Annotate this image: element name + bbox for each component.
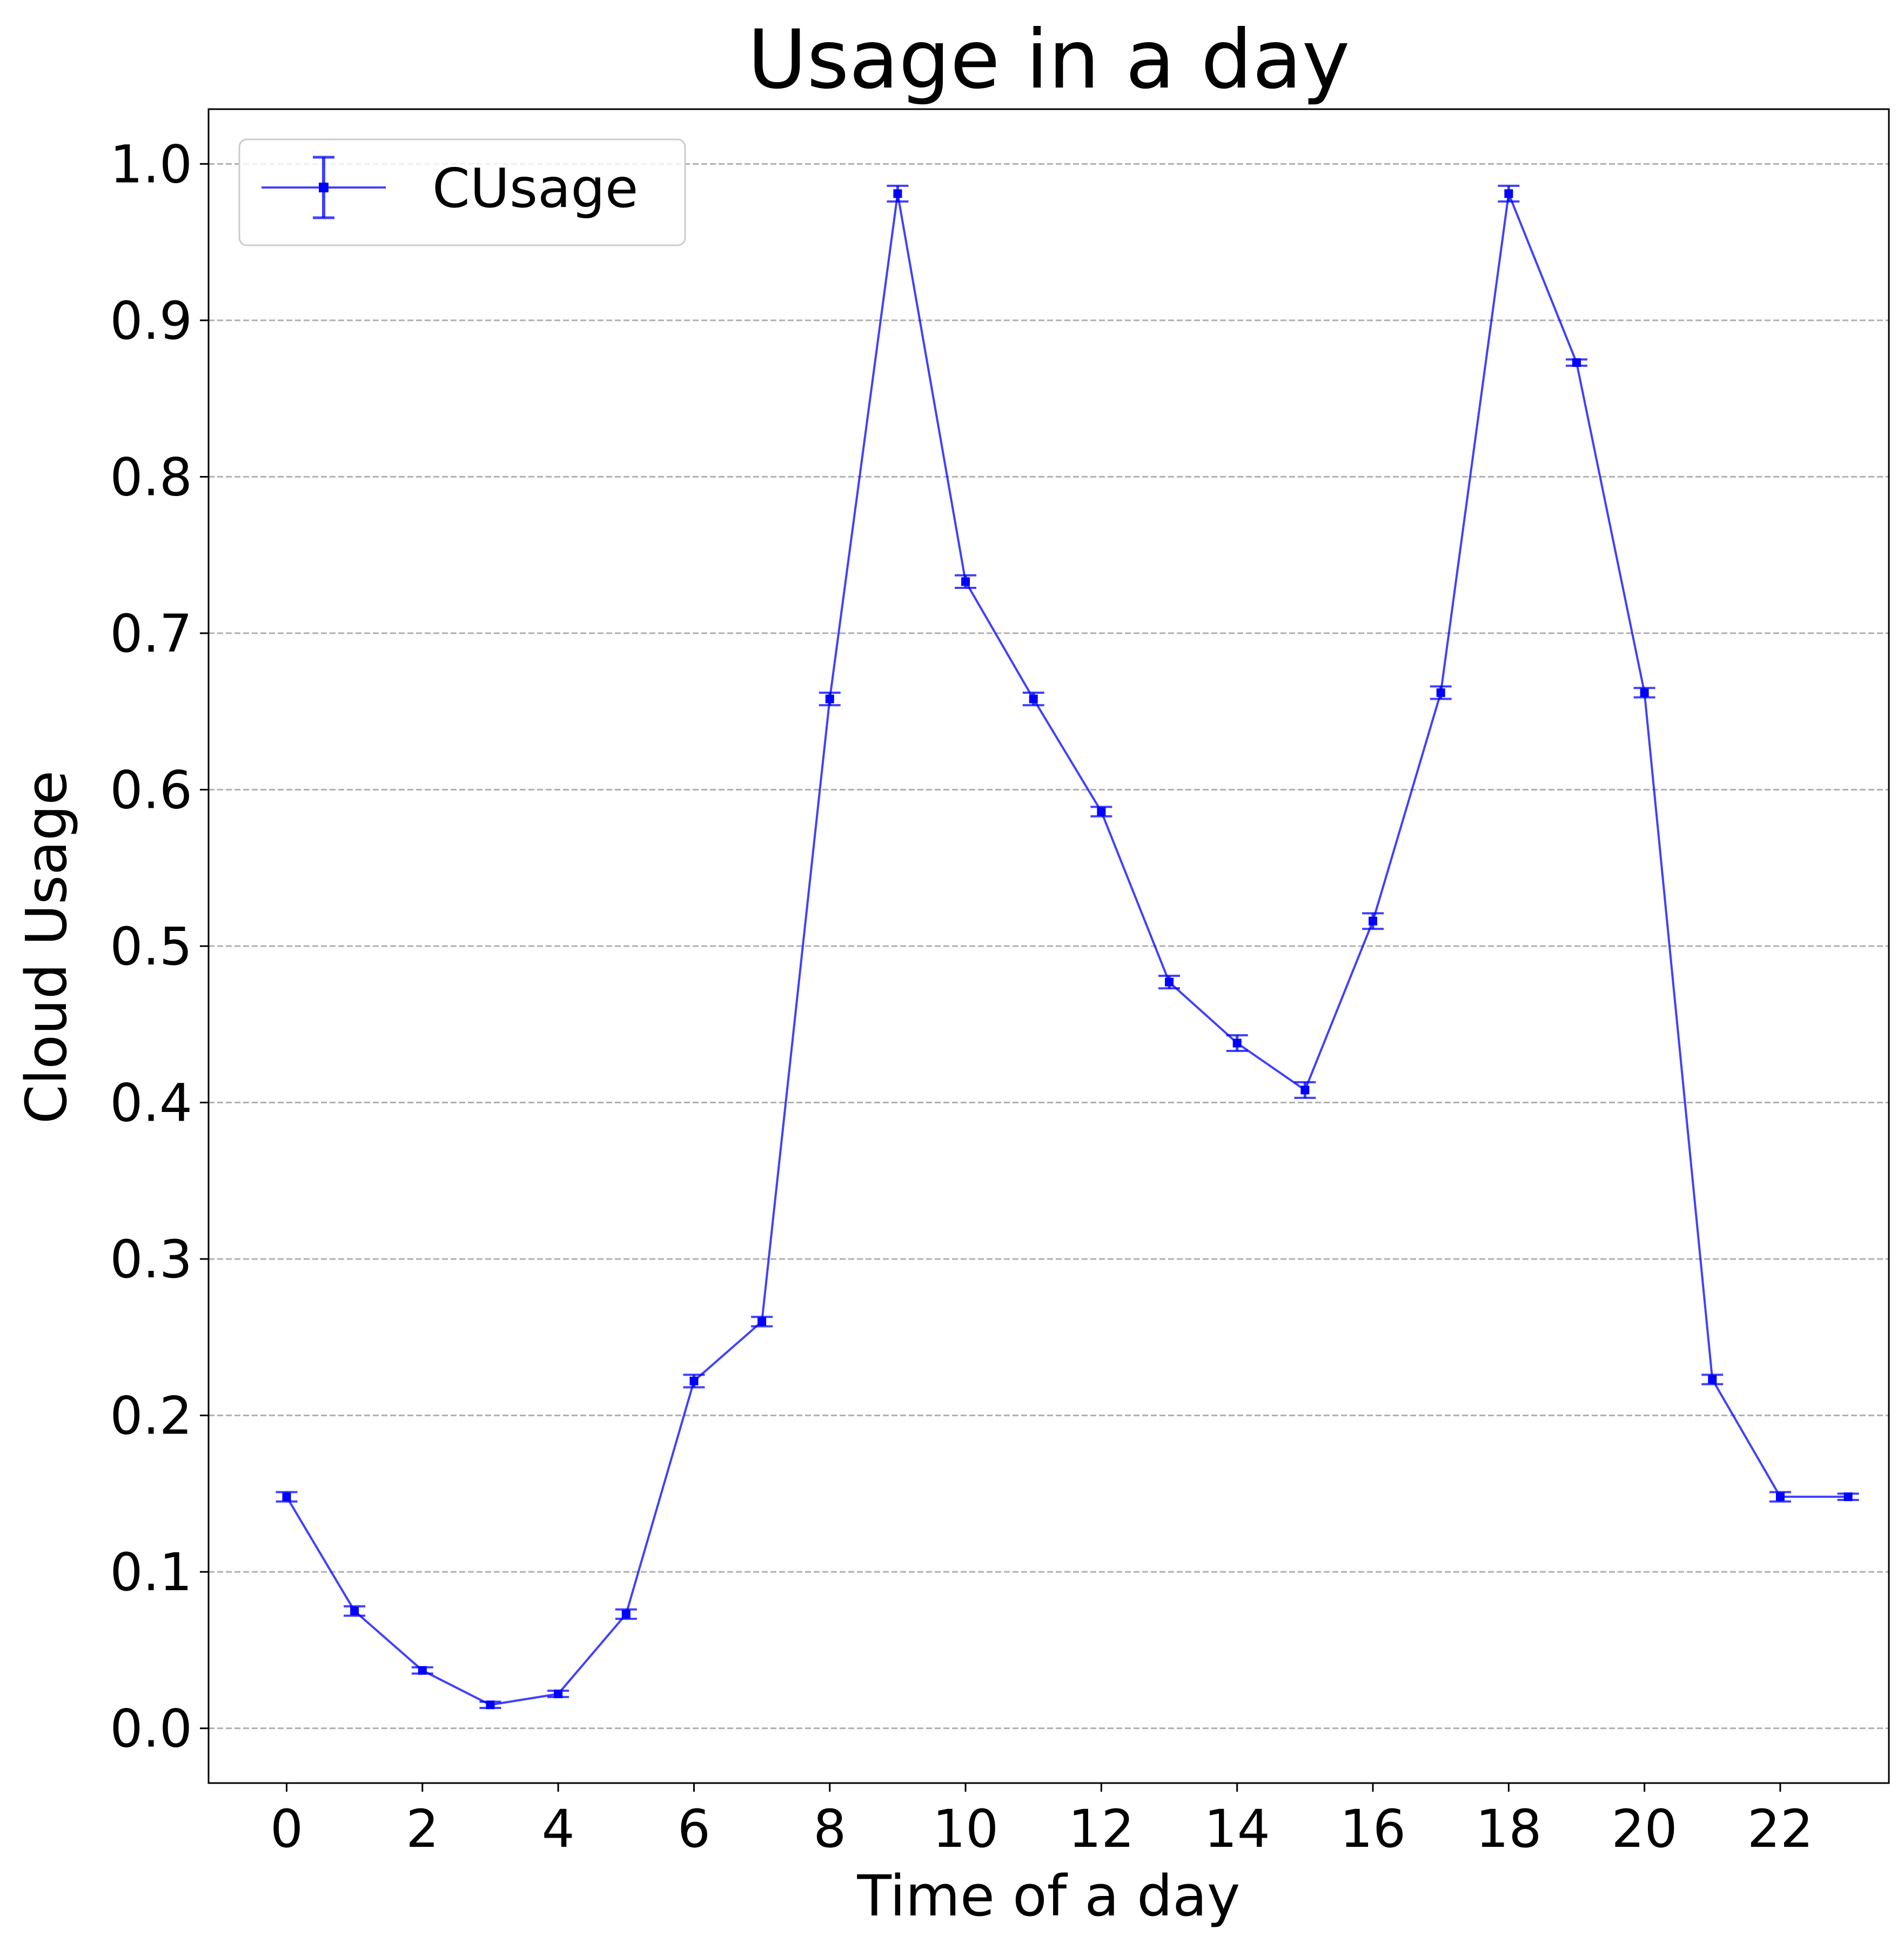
grid-lines: [209, 163, 1889, 1730]
point-marker-8: [825, 694, 834, 704]
y-axis-title: Cloud Usage: [14, 770, 79, 1124]
point-marker-6: [689, 1376, 699, 1385]
x-axis-title: Time of a day: [857, 1863, 1241, 1929]
data-point-0: [276, 1491, 298, 1503]
y-tick-label-3: 0.3: [110, 1229, 192, 1290]
data-point-23: [1837, 1492, 1859, 1502]
data-point-2: [411, 1666, 433, 1675]
y-tick-label-2: 0.2: [110, 1386, 192, 1446]
point-marker-3: [486, 1700, 495, 1710]
legend-marker-sample: [319, 183, 328, 192]
data-point-19: [1565, 358, 1587, 367]
point-marker-4: [554, 1689, 563, 1698]
y-tick-label-6: 0.6: [110, 760, 192, 820]
data-point-6: [683, 1374, 705, 1389]
point-marker-21: [1708, 1375, 1717, 1384]
series-line-cusage: [285, 192, 1848, 1706]
legend-box: [238, 138, 686, 246]
x-tick-label-10: 20: [1612, 1799, 1678, 1859]
point-marker-18: [1504, 189, 1513, 198]
point-marker-23: [1843, 1492, 1853, 1502]
data-point-12: [1090, 806, 1112, 818]
data-point-5: [615, 1608, 637, 1620]
x-tick-label-1: 2: [406, 1799, 439, 1859]
data-point-15: [1294, 1081, 1316, 1099]
y-tick-label-7: 0.7: [110, 604, 192, 664]
x-tick-label-4: 8: [813, 1799, 846, 1859]
point-marker-12: [1097, 807, 1106, 816]
x-axis-ticks: 0 2 4 6 8 10 12 14 16 18 20 22: [270, 1783, 1813, 1859]
data-point-16: [1362, 912, 1384, 930]
y-tick-label-4: 0.4: [110, 1073, 192, 1134]
data-point-13: [1158, 975, 1181, 990]
point-marker-9: [893, 189, 902, 198]
y-tick-label-9: 0.9: [110, 291, 192, 351]
data-point-3: [479, 1700, 501, 1710]
point-marker-17: [1436, 688, 1445, 697]
data-point-22: [1769, 1491, 1791, 1503]
point-marker-2: [418, 1666, 427, 1675]
data-point-21: [1701, 1374, 1724, 1385]
point-marker-22: [1775, 1492, 1785, 1502]
point-marker-1: [350, 1606, 359, 1616]
y-tick-label-1: 0.1: [110, 1542, 192, 1603]
x-tick-label-8: 16: [1340, 1799, 1406, 1859]
point-marker-15: [1300, 1086, 1310, 1095]
data-point-1: [344, 1605, 366, 1617]
y-axis-ticks: 0.0 0.1 0.2 0.3 0.4 0.5 0.6 0.7 0.8 0.9 1.0: [110, 134, 209, 1759]
legend-label-cusage: CUsage: [432, 157, 638, 220]
point-marker-10: [961, 577, 970, 586]
point-marker-0: [282, 1492, 291, 1502]
x-tick-label-9: 18: [1476, 1799, 1541, 1859]
point-marker-16: [1369, 916, 1378, 926]
data-point-11: [1022, 691, 1044, 707]
series-layer: [276, 184, 1859, 1710]
x-tick-label-2: 4: [542, 1799, 575, 1859]
data-point-17: [1430, 685, 1452, 700]
point-marker-19: [1572, 358, 1581, 367]
point-marker-7: [757, 1317, 767, 1326]
point-marker-14: [1232, 1038, 1242, 1048]
x-tick-label-6: 12: [1068, 1799, 1134, 1859]
point-marker-13: [1165, 977, 1174, 987]
x-tick-label-11: 22: [1747, 1799, 1813, 1859]
legend: CUsage: [238, 138, 686, 246]
x-tick-label-7: 14: [1204, 1799, 1270, 1859]
data-point-10: [955, 574, 977, 589]
y-tick-label-5: 0.5: [110, 916, 192, 977]
y-tick-label-0: 0.0: [110, 1699, 192, 1759]
data-point-18: [1498, 184, 1520, 203]
chart-title: Usage in a day: [748, 13, 1350, 107]
data-point-14: [1226, 1034, 1248, 1052]
point-marker-11: [1029, 694, 1038, 704]
x-tick-label-3: 6: [678, 1799, 710, 1859]
data-point-7: [751, 1316, 773, 1328]
x-tick-label-5: 10: [933, 1799, 998, 1859]
data-point-9: [887, 184, 909, 203]
point-marker-20: [1640, 688, 1649, 697]
point-marker-5: [621, 1610, 631, 1619]
y-tick-label-10: 1.0: [110, 134, 192, 195]
data-point-4: [547, 1689, 569, 1698]
data-point-8: [819, 691, 841, 707]
x-tick-label-0: 0: [270, 1799, 303, 1859]
y-tick-label-8: 0.8: [110, 447, 192, 507]
data-point-20: [1633, 687, 1655, 699]
